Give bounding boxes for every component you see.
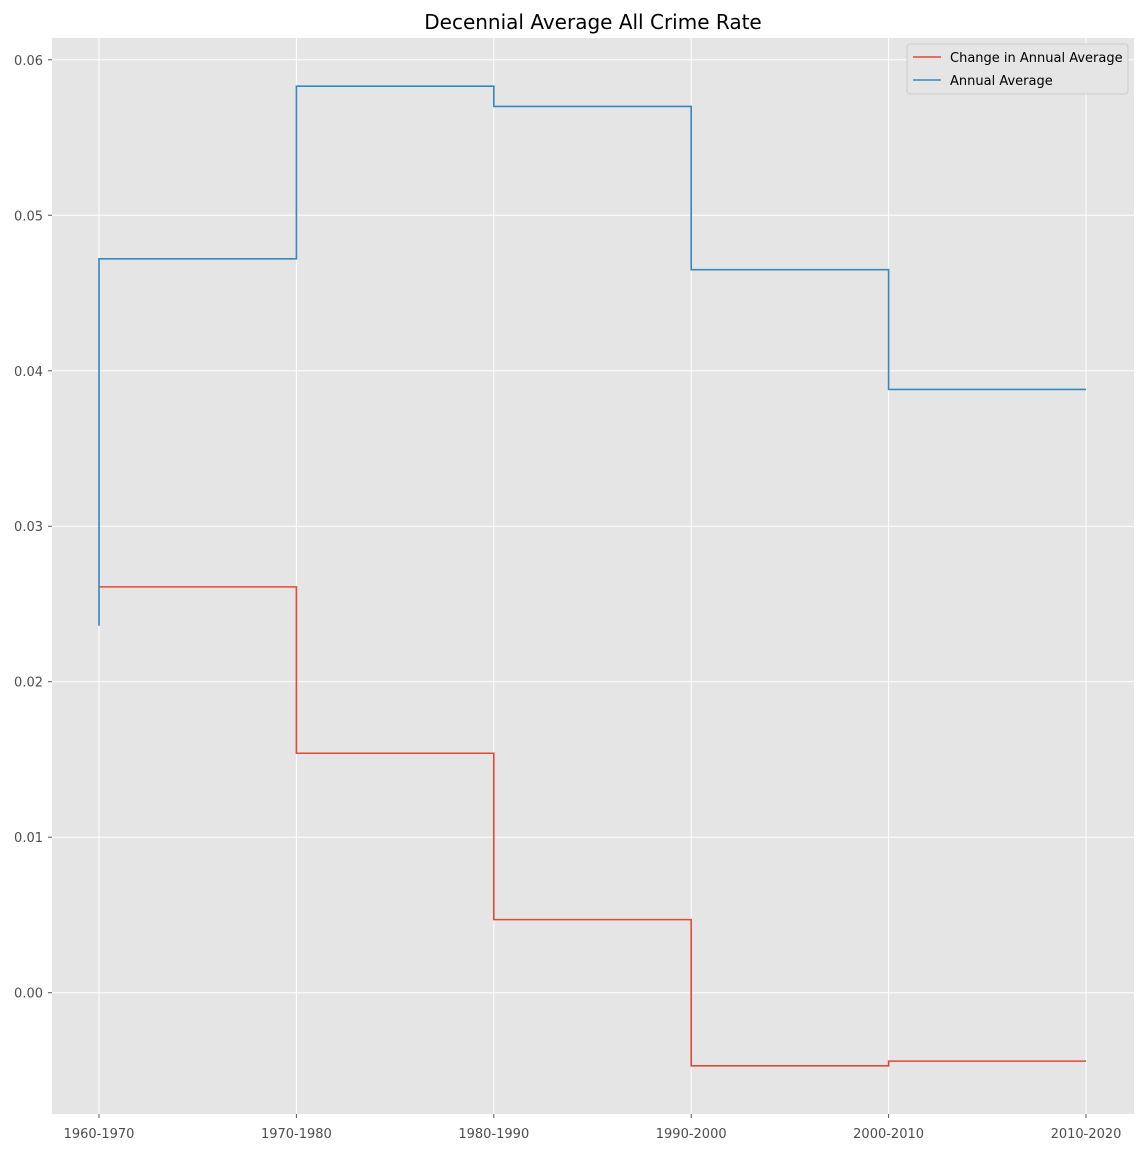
series-line-annual-average	[98, 85, 1086, 626]
series-line-change-in-annual-average	[99, 586, 1086, 1067]
y-tick-label: 0.04	[14, 365, 43, 380]
legend-box	[906, 43, 1129, 95]
series-layer	[98, 85, 1086, 1067]
y-tick-label: 0.03	[14, 520, 43, 535]
chart-title: Decennial Average All Crime Rate	[424, 10, 761, 34]
x-tick-label: 1970-1980	[261, 1127, 332, 1142]
y-axis: 0.00 0.01 0.02 0.03 0.04 0.05 0.06	[14, 54, 52, 1002]
x-axis: 1960-1970 1970-1980 1980-1990 1990-2000 2000…	[64, 1114, 1122, 1142]
y-tick-label: 0.02	[14, 676, 43, 691]
x-tick-label: 1990-2000	[656, 1127, 727, 1142]
x-tick-label: 1960-1970	[64, 1127, 135, 1142]
legend-label-annual-average: Annual Average	[950, 74, 1053, 89]
y-tick-label: 0.01	[14, 831, 43, 846]
y-tick-label: 0.06	[14, 54, 43, 69]
legend-label-change-in-annual-average: Change in Annual Average	[950, 51, 1123, 66]
x-tick-label: 1980-1990	[458, 1127, 529, 1142]
y-tick-label: 0.00	[14, 987, 43, 1002]
x-tick-label: 2000-2010	[853, 1127, 924, 1142]
legend: Change in Annual Average Annual Average	[906, 43, 1129, 95]
y-tick-label: 0.05	[14, 209, 43, 224]
plot-area	[52, 38, 1134, 1114]
x-tick-label: 2010-2020	[1051, 1127, 1122, 1142]
